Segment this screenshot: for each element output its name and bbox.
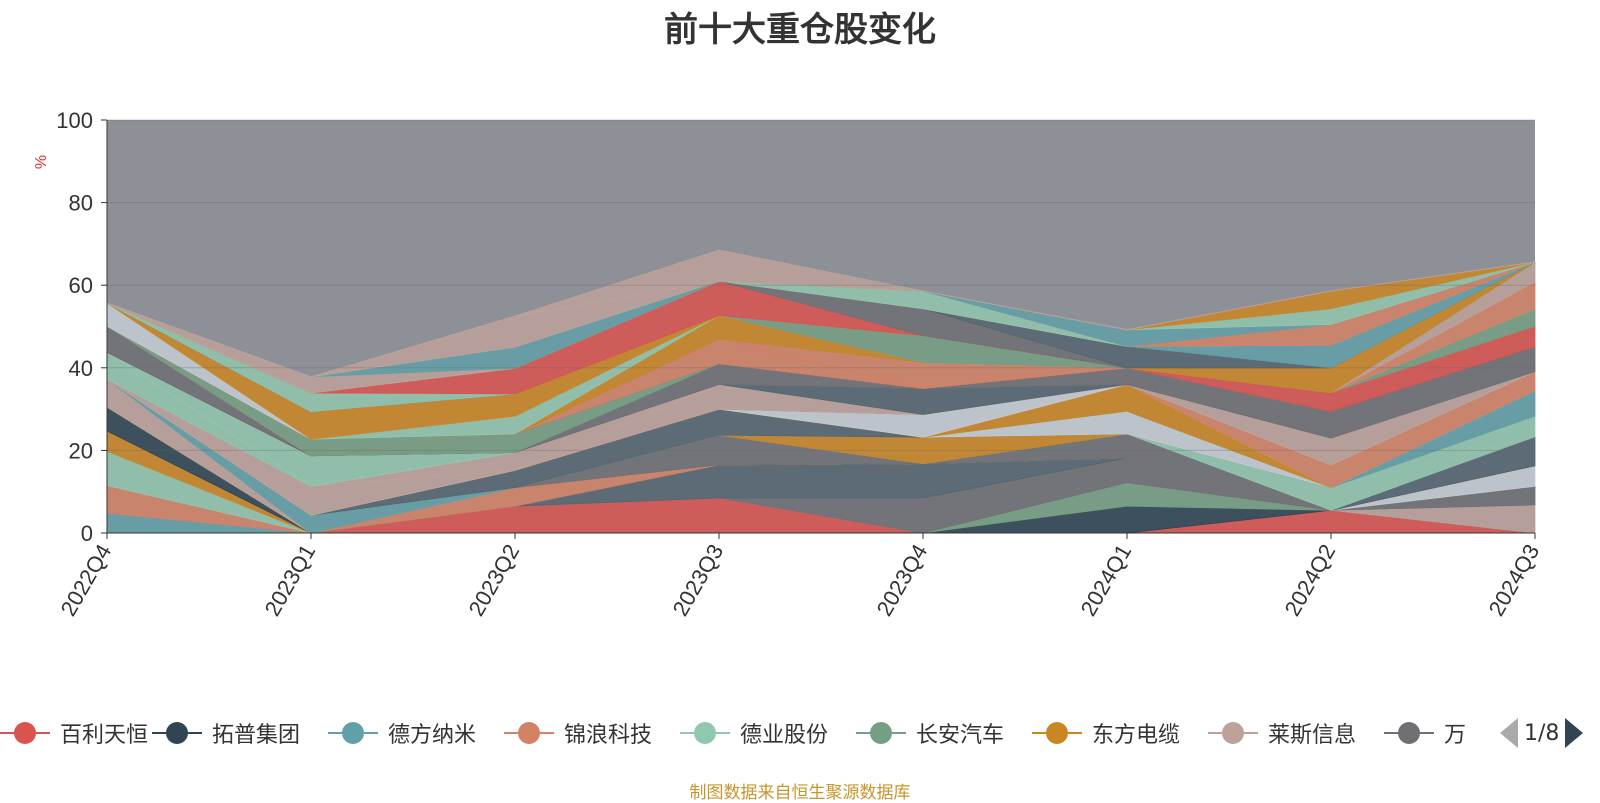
legend-item[interactable]: 万: [1384, 718, 1466, 748]
x-tick-label: 2023Q1: [260, 540, 321, 620]
chart-title: 前十大重仓股变化: [664, 10, 936, 50]
y-tick-label: 80: [69, 191, 93, 216]
legend-item[interactable]: 德方纳米: [328, 718, 476, 748]
stacked-area-chart: 0 20 40 60 80 100 2022Q4 2023Q1 2023Q2 2023Q3 2023…: [33, 108, 1545, 620]
legend-item[interactable]: 锦浪科技: [504, 718, 652, 748]
y-tick-label: 60: [69, 273, 93, 298]
legend-marker-icon: [1032, 718, 1082, 748]
y-tick-label: 0: [81, 521, 93, 546]
y-tick-label: 40: [69, 356, 93, 381]
legend-label: 拓普集团: [212, 723, 301, 748]
legend-item[interactable]: 长安汽车: [856, 718, 1004, 748]
series-area-78: [106, 249, 1536, 378]
legend-marker-icon: [1208, 718, 1258, 748]
legend: 百利天恒 拓普集团 德方纳米 锦浪科技 德业股份 长安汽车 东方电缆 莱斯信息 万: [0, 700, 1472, 760]
x-tick-label: 2023Q3: [668, 540, 729, 620]
legend-label: 德方纳米: [388, 723, 477, 748]
legend-label: 长安汽车: [916, 723, 1005, 748]
source-note: 制图数据来自恒生聚源数据库: [689, 783, 911, 803]
legend-pager: 1/8: [1500, 718, 1584, 748]
legend-label: 百利天恒: [60, 723, 149, 748]
legend-prev-icon[interactable]: [1500, 718, 1518, 748]
legend-item[interactable]: 德业股份: [680, 718, 828, 748]
legend-marker-icon: [504, 718, 554, 748]
legend-label: 莱斯信息: [1268, 723, 1357, 748]
grid-lines: [107, 119, 1535, 451]
x-tick-label: 2023Q2: [464, 540, 525, 620]
legend-marker-icon: [680, 718, 730, 748]
x-tick-label: 2023Q4: [872, 540, 933, 620]
legend-page-indicator: 1/8: [1524, 720, 1560, 746]
legend-label: 东方电缆: [1092, 723, 1181, 748]
series-areas: [106, 120, 1536, 534]
legend-marker-icon: [152, 718, 202, 748]
x-tick-label: 2024Q3: [1484, 540, 1545, 620]
legend-item[interactable]: 东方电缆: [1032, 718, 1180, 748]
x-tick-label: 2024Q2: [1280, 540, 1341, 620]
legend-item[interactable]: 拓普集团: [152, 718, 300, 748]
y-tick-label: 20: [69, 438, 93, 463]
y-tick-label: 100: [56, 108, 93, 133]
legend-label: 锦浪科技: [564, 723, 653, 748]
y-axis-label: %: [33, 155, 50, 169]
x-tick-label: 2024Q1: [1076, 540, 1137, 620]
legend-marker-icon: [1384, 718, 1434, 748]
legend-item[interactable]: 莱斯信息: [1208, 718, 1356, 748]
legend-item[interactable]: 百利天恒: [0, 718, 148, 748]
x-tick-label: 2022Q4: [56, 540, 117, 620]
legend-label: 德业股份: [740, 723, 829, 748]
legend-marker-icon: [328, 718, 378, 748]
legend-marker-icon: [0, 718, 50, 748]
legend-next-icon[interactable]: [1565, 718, 1584, 748]
legend-marker-icon: [856, 718, 906, 748]
legend-label: 万: [1444, 723, 1467, 748]
